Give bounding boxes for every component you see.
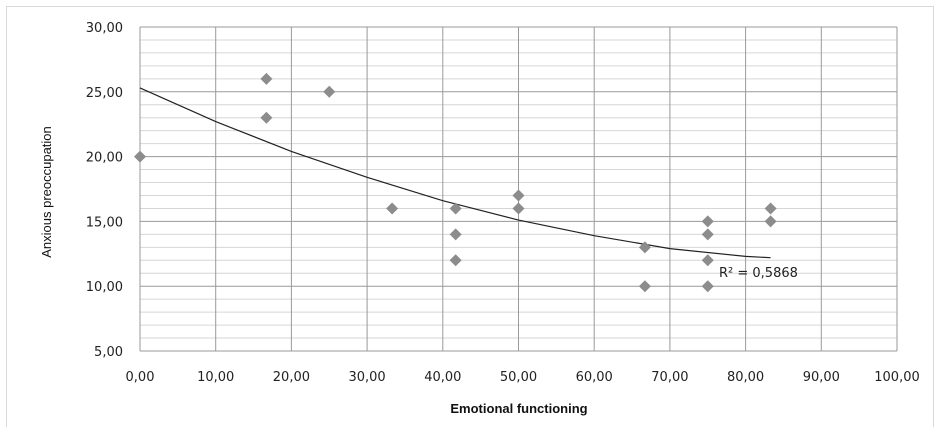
r-squared-label: R² = 0,5868 <box>719 266 798 281</box>
y-tick-label: 30,00 <box>86 21 123 36</box>
data-point <box>701 228 714 241</box>
y-tick-labels: 5,00 10,00 15,00 20,00 25,00 30,00 <box>86 21 123 360</box>
x-tick-label: 40,00 <box>424 370 461 385</box>
data-points <box>134 72 777 293</box>
y-axis-title: Anxious preoccupation <box>39 126 54 258</box>
data-point <box>449 202 462 215</box>
x-tick-label: 100,00 <box>874 370 920 385</box>
y-tick-label: 10,00 <box>86 280 123 295</box>
major-gridlines <box>139 26 898 352</box>
x-tick-label: 20,00 <box>273 370 310 385</box>
x-tick-labels: 0,00 10,00 20,00 30,00 40,00 50,00 60,00 70,00 8… <box>126 370 920 385</box>
y-tick-label: 15,00 <box>86 215 123 230</box>
data-point <box>260 111 273 124</box>
y-tick-label: 25,00 <box>86 86 123 101</box>
data-point <box>323 85 336 98</box>
data-point <box>764 202 777 215</box>
x-tick-label: 90,00 <box>803 370 840 385</box>
x-axis-title: Emotional functioning <box>450 401 587 416</box>
x-tick-label: 60,00 <box>576 370 613 385</box>
data-point <box>764 215 777 228</box>
x-tick-label: 70,00 <box>651 370 688 385</box>
data-point <box>260 72 273 85</box>
x-tick-label: 30,00 <box>348 370 385 385</box>
data-point <box>701 215 714 228</box>
data-point <box>512 202 525 215</box>
data-point <box>449 254 462 267</box>
x-tick-label: 50,00 <box>500 370 537 385</box>
y-tick-label: 5,00 <box>94 345 123 360</box>
data-point <box>638 241 651 254</box>
data-point <box>134 150 146 163</box>
y-tick-label: 20,00 <box>86 151 123 166</box>
data-point <box>512 189 525 202</box>
trendline <box>139 87 771 259</box>
data-point <box>701 254 714 267</box>
x-tick-label: 80,00 <box>727 370 764 385</box>
data-point <box>638 280 651 293</box>
x-tick-label: 10,00 <box>197 370 234 385</box>
data-point <box>701 280 714 293</box>
data-point <box>386 202 399 215</box>
data-point <box>449 228 462 241</box>
x-tick-label: 0,00 <box>126 370 155 385</box>
chart-frame <box>6 6 934 427</box>
